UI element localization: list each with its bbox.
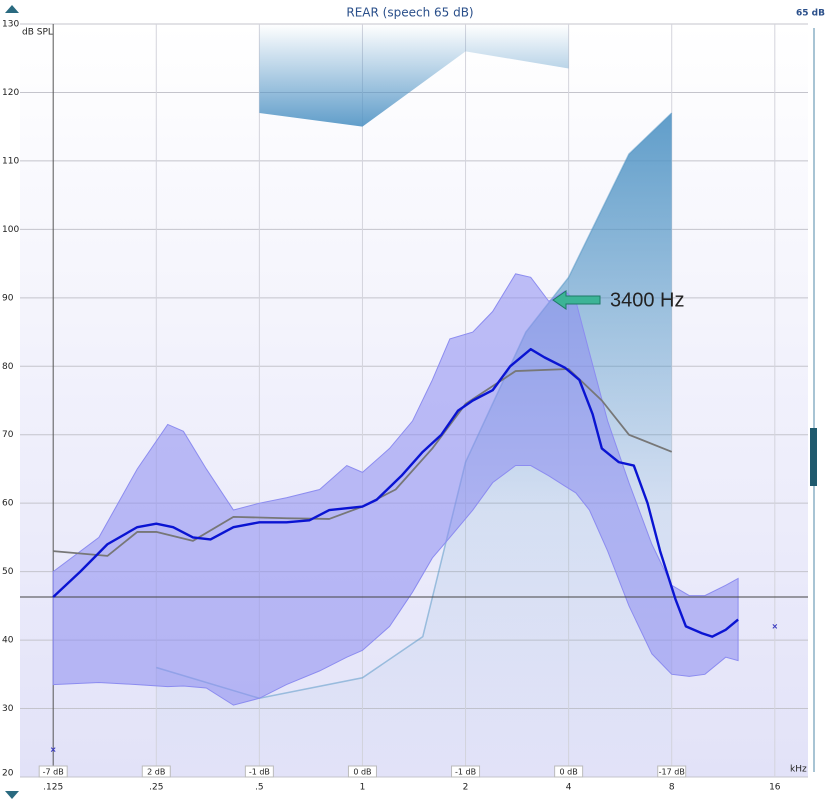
level-label: 65 dB xyxy=(796,9,825,19)
uncomfortable-level xyxy=(259,24,569,127)
gain-box xyxy=(244,765,274,778)
hearing-threshold xyxy=(156,112,672,777)
gain-box xyxy=(657,765,687,778)
gain-label: -1 dB xyxy=(455,768,476,777)
gain-label: -7 dB xyxy=(43,768,64,777)
x-tick-label: 8 xyxy=(669,783,675,793)
annotation-arrow xyxy=(552,290,601,310)
gain-box xyxy=(451,765,481,778)
chart-title: REAR (speech 65 dB) xyxy=(346,6,473,20)
y-tick-label: 120 xyxy=(2,88,19,98)
x-tick-label: 4 xyxy=(566,783,572,793)
scroll-down[interactable] xyxy=(5,791,19,799)
marker xyxy=(50,747,56,752)
gain-label: 2 dB xyxy=(147,768,165,777)
curve xyxy=(52,347,739,638)
y-tick-label: 40 xyxy=(2,636,14,646)
x-tick-label: 16 xyxy=(769,783,781,793)
gain-label: -17 dB xyxy=(659,768,685,777)
gain-label: 0 dB xyxy=(560,768,578,777)
y-tick-label: 110 xyxy=(2,156,19,166)
x-tick-label: .25 xyxy=(149,783,163,793)
gain-box xyxy=(347,765,377,778)
y-tick-label: 80 xyxy=(2,362,14,372)
x-tick-label: .125 xyxy=(43,783,63,793)
gain-box xyxy=(38,765,68,778)
y-tick-label: 90 xyxy=(2,293,14,303)
gain-box xyxy=(141,765,171,778)
x-tick-label: 1 xyxy=(360,783,366,793)
plot-layer: 20 30 40 50 60 70 80 90 100 110 120 130 .125 .25 .5 1 2 4… xyxy=(2,20,808,793)
level-slider-handle[interactable] xyxy=(810,428,817,486)
y-axis-label: dB SPL xyxy=(22,28,53,38)
annotation: 3400 Hz xyxy=(610,289,685,311)
y-tick-label: 70 xyxy=(2,430,14,440)
y-tick-label: 50 xyxy=(2,567,14,577)
gain-label: -1 dB xyxy=(249,768,270,777)
y-tick-label: 100 xyxy=(2,225,19,235)
gain-box xyxy=(554,765,584,778)
y-tick-label: 20 xyxy=(2,769,14,779)
marker xyxy=(772,624,778,629)
y-tick-label: 30 xyxy=(2,704,14,714)
gain-label: 0 dB xyxy=(353,768,371,777)
x-tick-label: .5 xyxy=(255,783,264,793)
y-tick-label: 60 xyxy=(2,499,14,509)
y-tick-label: 130 xyxy=(2,20,19,30)
x-tick-label: 2 xyxy=(463,783,469,793)
x-axis-label: kHz xyxy=(790,765,807,775)
scroll-up[interactable] xyxy=(5,5,19,13)
